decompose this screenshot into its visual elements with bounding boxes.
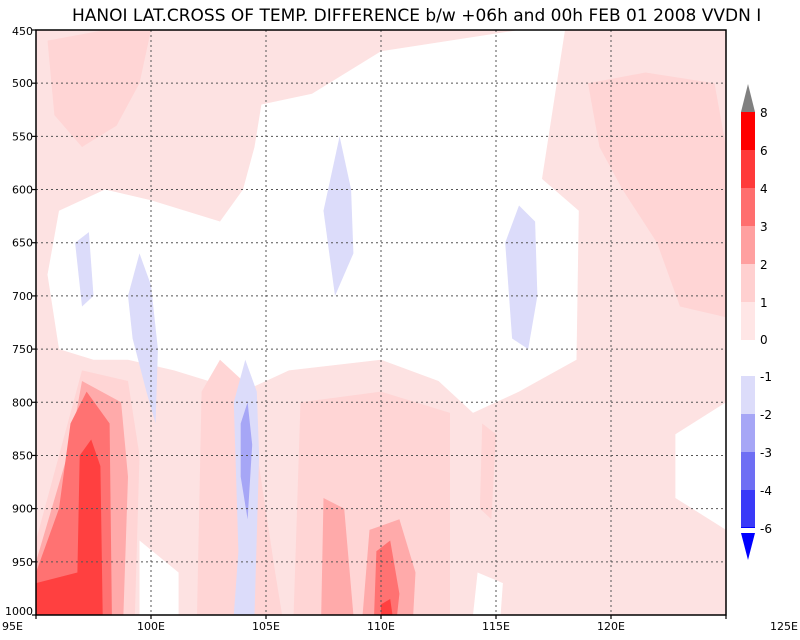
x-tick-label: 100E xyxy=(137,620,165,633)
colorbar-label: 0 xyxy=(760,333,768,347)
contour-region-18 xyxy=(75,232,94,307)
colorbar-swatch xyxy=(741,150,755,188)
colorbar-swatch xyxy=(741,188,755,226)
y-tick-label: 600 xyxy=(12,184,33,197)
x-tick-label: 120E xyxy=(597,620,625,633)
colorbar-label: 8 xyxy=(760,106,768,120)
plot-area xyxy=(36,30,726,615)
grid xyxy=(36,30,726,615)
colorbar-label: -1 xyxy=(760,370,772,384)
colorbar-swatch xyxy=(741,527,755,528)
colorbar-legend: 8 6 4 3 2 1 0 -1 -2 -3 -4 -6 xyxy=(741,84,772,560)
colorbar-label: -4 xyxy=(760,484,772,498)
colorbar-swatch xyxy=(741,302,755,340)
contour-region-9 xyxy=(588,72,726,318)
colorbar-swatch xyxy=(741,414,755,452)
colorbar-swatch xyxy=(741,112,755,150)
contour-region-8 xyxy=(47,30,151,147)
x-tick-label: 115E xyxy=(482,620,510,633)
colorbar-label: 1 xyxy=(760,296,768,310)
colorbar-swatch xyxy=(741,264,755,302)
contour-region-23 xyxy=(240,402,253,520)
contour-region-19 xyxy=(128,253,158,424)
colorbar-label: -2 xyxy=(760,408,772,422)
y-tick-label: 950 xyxy=(12,556,33,569)
contour-region-12 xyxy=(321,498,354,615)
colorbar-swatch xyxy=(741,490,755,528)
x-tick-label: 95E xyxy=(2,620,23,633)
colorbar-swatch xyxy=(741,452,755,490)
y-tick-label: 700 xyxy=(12,290,33,303)
y-tick-label: 650 xyxy=(12,237,33,250)
contour-region-10 xyxy=(479,423,496,520)
y-tick-label: 500 xyxy=(12,77,33,90)
colorbar-over-triangle xyxy=(741,84,755,112)
y-axis: 450 500 550 600 650 700 750 800 850 900 950 1000 xyxy=(5,25,36,618)
colorbar-swatch xyxy=(741,226,755,264)
colorbar-label: 2 xyxy=(760,258,768,272)
y-tick-label: 900 xyxy=(12,503,33,516)
x-axis: 95E 100E 105E 110E 115E 120E 125E xyxy=(2,615,798,633)
y-tick-label: 550 xyxy=(12,130,33,143)
chart-title: HANOI LAT.CROSS OF TEMP. DIFFERENCE b/w … xyxy=(72,6,761,26)
colorbar-label: -6 xyxy=(760,522,772,536)
x-tick-label: 110E xyxy=(367,620,395,633)
contour-region-4 xyxy=(473,572,503,615)
y-tick-label: 800 xyxy=(12,396,33,409)
contour-region-1 xyxy=(47,30,579,413)
contour-region-15 xyxy=(374,540,400,615)
colorbar-label: 3 xyxy=(760,220,768,234)
contour-region-2 xyxy=(139,540,179,615)
contour-region-22 xyxy=(505,205,538,350)
colorbar-label: 4 xyxy=(760,182,768,196)
y-tick-label: 450 xyxy=(12,25,33,38)
y-tick-label: 850 xyxy=(12,449,33,462)
colorbar-label: -3 xyxy=(760,446,772,460)
y-tick-label: 750 xyxy=(12,343,33,356)
colorbar-under-triangle xyxy=(741,533,755,560)
colorbar-label: 6 xyxy=(760,144,768,158)
x-tick-label: 105E xyxy=(252,620,280,633)
colorbar-swatch xyxy=(741,376,755,414)
contour-region-16 xyxy=(36,439,103,615)
contour-region-17 xyxy=(381,599,393,615)
x-tick-label: 125E xyxy=(770,620,798,633)
contour-region-3 xyxy=(675,402,726,530)
contour-region-21 xyxy=(323,136,354,296)
y-tick-label: 1000 xyxy=(5,605,33,618)
